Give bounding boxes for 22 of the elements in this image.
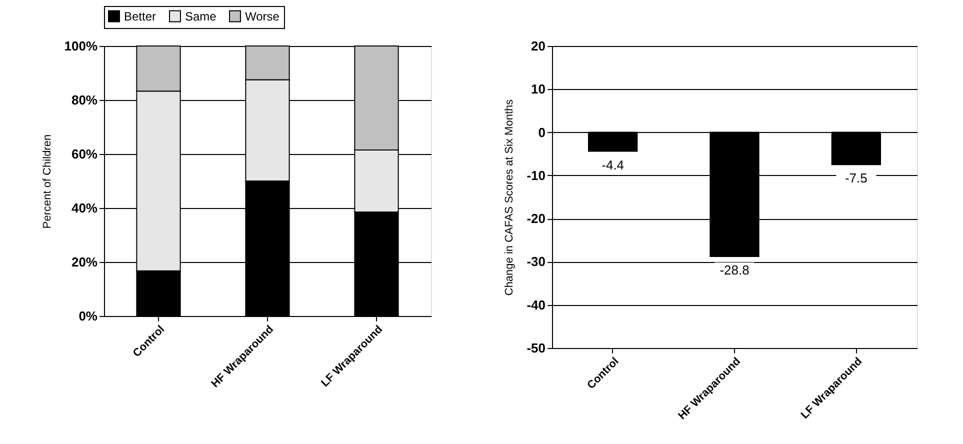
y-tick-label: -10	[526, 168, 546, 183]
legend-label: Worse	[245, 9, 280, 24]
y-tick-label: 20	[531, 38, 546, 54]
y-tick-label: 60%	[71, 146, 98, 162]
y-tick-label: 100%	[64, 38, 98, 54]
y-axis-title: Change in CAFAS Scores at Six Months	[504, 98, 516, 296]
y-tick-label: 0%	[78, 308, 98, 324]
y-tick-label: -30	[526, 254, 546, 270]
y-tick-label: 10	[531, 82, 546, 97]
y-tick-label: 40%	[71, 200, 98, 216]
y-tick-label: -50	[526, 340, 546, 356]
legend-label: Same	[185, 9, 217, 24]
y-tick-label: 80%	[71, 92, 98, 108]
y-tick-label: -20	[526, 211, 546, 226]
y-tick-label: 0	[538, 124, 546, 140]
data-label: -7.5	[844, 170, 868, 186]
legend-label: Better	[124, 9, 156, 24]
data-label: -28.8	[720, 262, 750, 278]
y-tick-label: 20%	[71, 254, 98, 270]
y-axis-title: Percent of Children	[41, 134, 54, 229]
y-tick-label: -40	[526, 297, 546, 312]
data-label: -4.4	[602, 157, 624, 172]
